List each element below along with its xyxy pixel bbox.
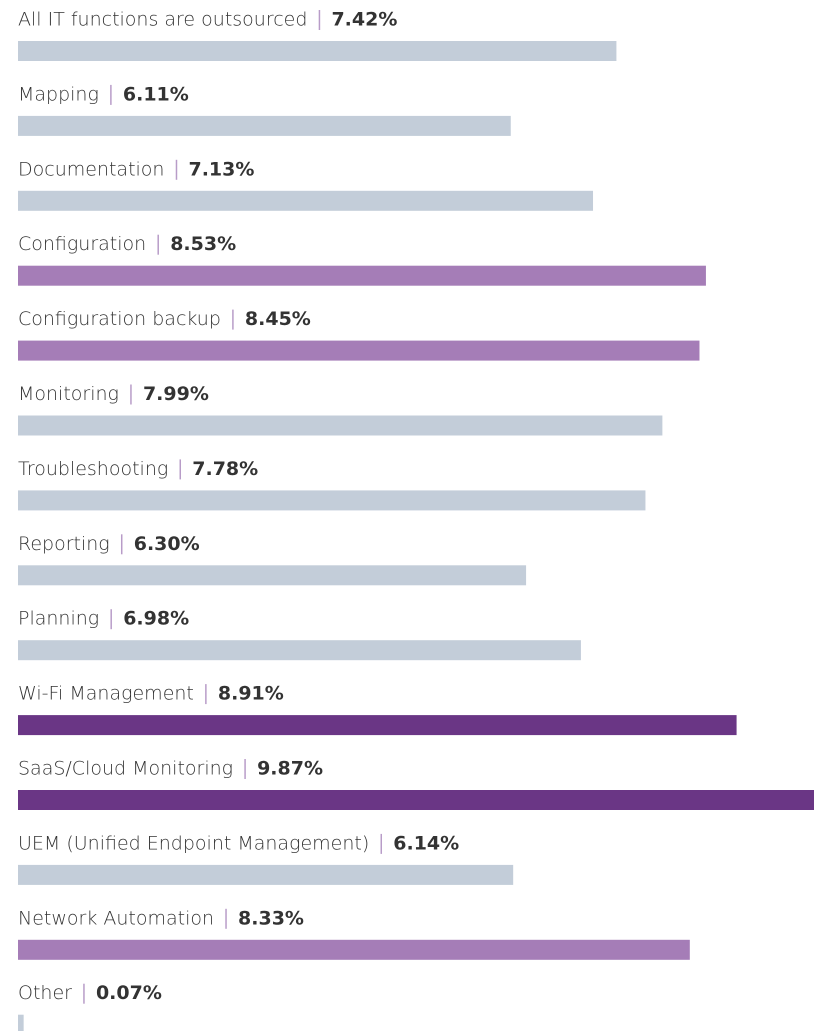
bar	[18, 340, 700, 361]
bar	[18, 190, 594, 211]
value-label: 6.14%	[393, 832, 459, 854]
bar	[18, 565, 527, 586]
value-label: 8.91%	[218, 683, 284, 705]
category-label: Configuration	[18, 233, 146, 255]
bar	[18, 490, 646, 511]
category-label: Monitoring	[18, 383, 119, 405]
bar	[18, 115, 511, 136]
value-label: 8.53%	[170, 233, 236, 255]
category-label: Documentation	[18, 158, 164, 180]
value-label: 7.99%	[143, 383, 209, 405]
value-label: 6.98%	[123, 608, 189, 630]
value-label: 7.13%	[188, 158, 254, 180]
bar	[18, 715, 737, 736]
bar	[18, 939, 690, 960]
category-label: Wi-Fi Management	[18, 683, 194, 705]
value-label: 9.87%	[257, 758, 323, 780]
bar	[18, 790, 814, 810]
category-label: Configuration backup	[18, 308, 221, 330]
category-label: Planning	[18, 608, 99, 630]
value-label: 7.78%	[192, 458, 258, 480]
category-label: Troubleshooting	[18, 458, 168, 480]
bar	[18, 864, 514, 885]
category-label: UEM (Unified Endpoint Management)	[18, 832, 369, 854]
category-label: Reporting	[18, 533, 110, 555]
category-label: Mapping	[18, 83, 99, 105]
bar	[18, 640, 581, 661]
category-label: All IT functions are outsourced	[18, 9, 307, 31]
value-label: 7.42%	[331, 9, 397, 31]
category-label: Network Automation	[18, 907, 214, 929]
value-label: 8.33%	[238, 907, 304, 929]
bar	[18, 415, 663, 436]
bar	[18, 1014, 24, 1031]
bar	[18, 265, 706, 286]
bar	[18, 41, 617, 61]
category-label: SaaS/Cloud Monitoring	[18, 758, 233, 780]
value-label: 0.07%	[96, 982, 162, 1004]
value-label: 6.30%	[134, 533, 200, 555]
category-label: Other	[18, 982, 72, 1004]
value-label: 8.45%	[245, 308, 311, 330]
value-label: 6.11%	[123, 83, 189, 105]
